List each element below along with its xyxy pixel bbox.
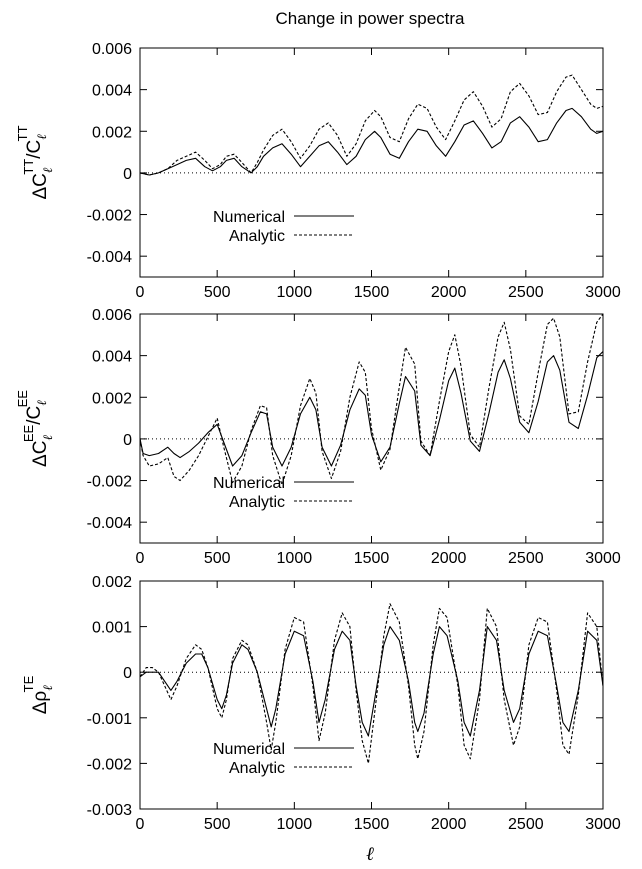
x-tick-label: 2500 [508,816,544,833]
x-tick-label: 500 [204,284,231,301]
legend-label: Numerical [213,475,285,492]
plot-frame [139,313,604,544]
x-tick-label: 3000 [585,816,621,833]
y-tick-label: 0.002 [92,574,132,591]
y-tick-label: -0.004 [87,249,132,266]
x-tick-label: 2000 [431,550,467,567]
y-tick-label: -0.001 [87,711,132,728]
legend-label: Numerical [213,741,285,758]
y-tick-label: 0.006 [92,41,132,58]
x-tick-label: 1500 [354,816,390,833]
y-tick-label: 0.004 [92,83,132,100]
series-numerical-line [140,626,603,737]
y-tick-label: -0.002 [87,474,132,491]
panel-2: 0.006 0.004 0.002 0 -0.002 -0.004 0 500 1000 1500… [15,307,621,567]
y-tick-label: 0.002 [92,124,132,141]
x-tick-label: 1000 [277,284,313,301]
x-tick-label: 1500 [354,284,390,301]
figure-title: Change in power spectra [275,9,465,28]
y-tick-label: 0.001 [92,620,132,637]
y-tick-label: 0 [123,432,132,449]
y-axis-label: ΔρℓTE [21,675,55,714]
y-tick-label: -0.004 [87,515,132,532]
x-tick-label: 0 [136,816,145,833]
y-tick-label: -0.002 [87,756,132,773]
x-tick-label: 500 [204,550,231,567]
x-tick-label: 2500 [508,550,544,567]
legend-label: Analytic [229,494,285,511]
y-tick-label: -0.002 [87,208,132,225]
y-tick-label: 0 [123,166,132,183]
x-axis-label: ℓ [366,844,374,865]
series-analytic-line [140,603,603,764]
y-tick-label: 0.004 [92,349,132,366]
y-tick-label: 0 [123,665,132,682]
x-tick-label: 1000 [277,550,313,567]
x-tick-label: 2500 [508,284,544,301]
x-tick-label: 1000 [277,816,313,833]
legend-label: Numerical [213,209,285,226]
x-tick-label: 2000 [431,816,467,833]
x-tick-label: 500 [204,816,231,833]
series-numerical-line [140,107,603,176]
plot-frame [139,580,604,810]
x-tick-label: 3000 [585,284,621,301]
y-axis-label: ΔCℓTT/CℓTT [15,125,55,199]
x-tick-label: 3000 [585,550,621,567]
series-numerical-line [140,351,603,467]
legend-label: Analytic [229,760,285,777]
series-analytic-line [140,314,603,486]
panel-1: 0.006 0.004 0.002 0 -0.002 -0.004 0 500 1000 1500… [15,41,621,301]
x-tick-label: 1500 [354,550,390,567]
plot-frame [139,47,604,278]
x-tick-label: 0 [136,284,145,301]
x-tick-label: 2000 [431,284,467,301]
y-tick-label: -0.003 [87,802,132,819]
x-tick-label: 0 [136,550,145,567]
y-tick-label: 0.002 [92,390,132,407]
legend-label: Analytic [229,228,285,245]
series-analytic-line [140,74,603,176]
y-tick-label: 0.006 [92,307,132,324]
y-axis-label: ΔCℓEE/CℓEE [15,390,55,467]
